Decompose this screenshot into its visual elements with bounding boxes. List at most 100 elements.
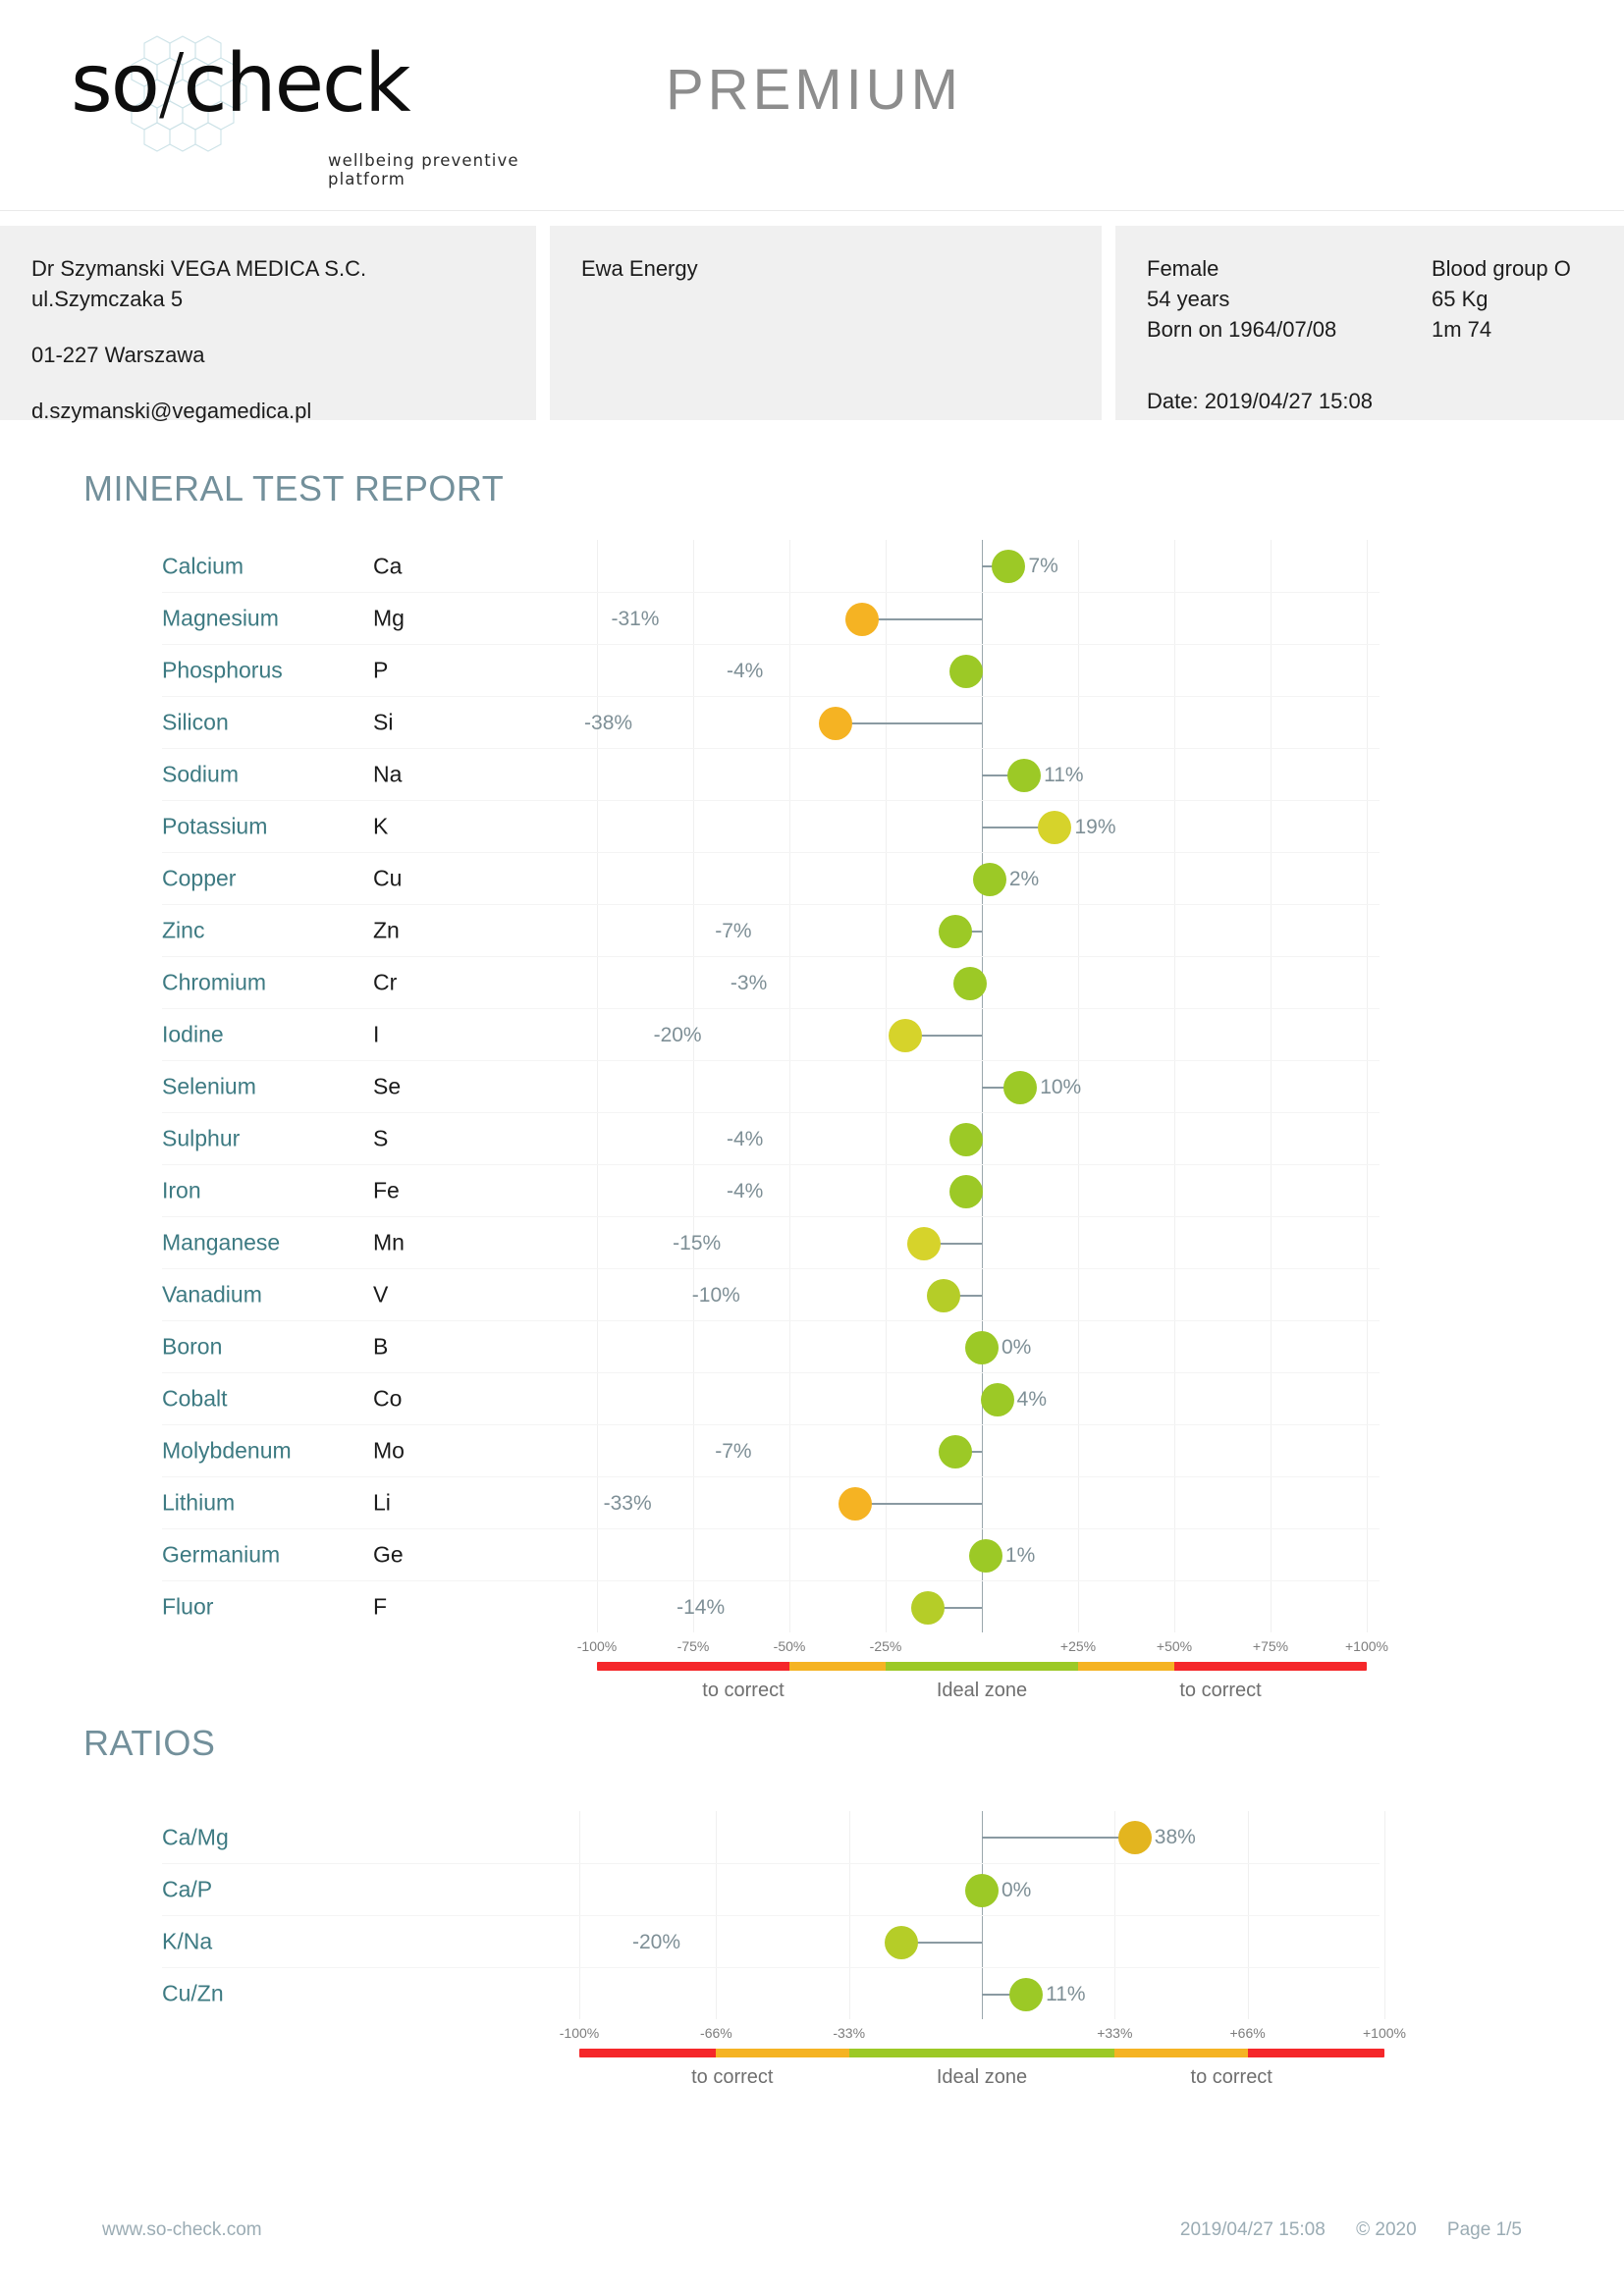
value-label: 38%	[1154, 1825, 1196, 1848]
patient-blood-group: Blood group O	[1432, 256, 1571, 281]
axis-tick-label: -33%	[833, 2025, 866, 2041]
value-stem	[943, 1294, 982, 1297]
chart-row: Silicon Si -38%	[162, 696, 1380, 748]
value-dot	[965, 1330, 999, 1364]
chart-row: Lithium Li -33%	[162, 1476, 1380, 1528]
ratios-section-title: RATIOS	[83, 1723, 216, 1763]
value-stem	[928, 1606, 982, 1609]
row-label: Molybdenum	[162, 1437, 292, 1464]
scale-segment	[848, 2049, 1115, 2057]
row-symbol: Cu	[373, 865, 403, 891]
axis-tick-label: +75%	[1252, 1638, 1289, 1654]
value-stem	[982, 1086, 1021, 1089]
row-label: Cobalt	[162, 1385, 228, 1412]
row-label: Zinc	[162, 917, 205, 943]
row-label: Iron	[162, 1177, 201, 1203]
patient-birthdate: Born on 1964/07/08	[1147, 317, 1337, 342]
zone-label: to correct	[1179, 1680, 1262, 1701]
value-dot	[953, 966, 988, 1000]
value-dot	[992, 549, 1026, 583]
row-symbol: Co	[373, 1385, 403, 1412]
value-label: -15%	[673, 1231, 722, 1255]
value-label: 10%	[1040, 1075, 1082, 1098]
value-label: 4%	[1016, 1387, 1048, 1411]
value-dot	[938, 1434, 972, 1468]
value-dot	[949, 1174, 984, 1208]
row-label: Magnesium	[162, 605, 279, 631]
axis-tick-label: -66%	[700, 2025, 732, 2041]
clinic-email: d.szymanski@vegamedica.pl	[31, 399, 312, 423]
footer-website[interactable]: www.so-check.com	[102, 2219, 262, 2240]
value-label: 0%	[1001, 1335, 1032, 1359]
value-label: 1%	[1004, 1543, 1036, 1567]
ratios-chart: Ca/Mg 38% Ca/P 0% K/Na -20% Cu/Zn 11% -100% -66% -…	[162, 1811, 1406, 2115]
value-stem	[862, 617, 982, 620]
scale-segment	[886, 1662, 1078, 1671]
chart-row: Zinc Zn -7%	[162, 904, 1380, 956]
row-label: Copper	[162, 865, 237, 891]
chart-row: Selenium Se 10%	[162, 1060, 1380, 1112]
row-symbol: Fe	[373, 1177, 400, 1203]
row-label: Calcium	[162, 553, 244, 578]
value-dot	[968, 1538, 1002, 1573]
value-label: 0%	[1001, 1878, 1032, 1901]
chart-row: Boron B 0%	[162, 1320, 1380, 1372]
chart-row: Chromium Cr -3%	[162, 956, 1380, 1008]
chart-row: Sodium Na 11%	[162, 748, 1380, 800]
gridline	[1367, 540, 1368, 1632]
mineral-section-title: MINERAL TEST REPORT	[83, 468, 505, 508]
row-label: Ca/Mg	[162, 1824, 229, 1849]
row-symbol: Se	[373, 1073, 402, 1099]
row-label: Selenium	[162, 1073, 256, 1099]
row-symbol: I	[373, 1021, 380, 1047]
chart-row: Fluor F -14%	[162, 1580, 1380, 1632]
axis-tick-label: -25%	[869, 1638, 902, 1654]
zone-label: Ideal zone	[936, 1680, 1028, 1701]
value-dot	[819, 706, 853, 740]
scale-segment	[1174, 1662, 1367, 1671]
gridline	[597, 540, 598, 1632]
gridline	[1384, 1811, 1385, 2019]
row-label: Silicon	[162, 709, 229, 735]
chart-row: Molybdenum Mo -7%	[162, 1424, 1380, 1476]
row-symbol: Li	[373, 1489, 391, 1516]
row-symbol: K	[373, 813, 389, 839]
value-label: 2%	[1008, 867, 1040, 890]
row-symbol: F	[373, 1593, 388, 1620]
info-bar: Dr Szymanski VEGA MEDICA S.C. ul.Szymcza…	[0, 226, 1624, 423]
value-stem	[982, 826, 1056, 828]
gridline	[1271, 540, 1272, 1632]
page-footer: www.so-check.com 2019/04/27 15:08 © 2020…	[0, 2219, 1624, 2249]
value-label: -7%	[715, 919, 752, 942]
footer-timestamp: 2019/04/27 15:08	[1179, 2219, 1326, 2240]
hexagon-pattern-icon	[131, 35, 247, 152]
header-divider	[0, 210, 1624, 211]
value-label: -33%	[603, 1491, 652, 1515]
value-stem	[854, 1502, 982, 1505]
logo-wordmark: so/check	[71, 37, 532, 131]
axis-tick-label: +100%	[1345, 1638, 1388, 1654]
value-label: -31%	[611, 607, 660, 630]
chart-row: Ca/P 0%	[162, 1863, 1380, 1915]
value-dot	[885, 1925, 918, 1959]
row-symbol: V	[373, 1281, 389, 1308]
patient-age: 54 years	[1147, 287, 1230, 311]
chart-row: Manganese Mn -15%	[162, 1216, 1380, 1268]
chart-row: Calcium Ca 7%	[162, 540, 1380, 592]
value-dot	[845, 602, 880, 636]
value-label: -7%	[715, 1439, 752, 1463]
clinic-street: ul.Szymczaka 5	[31, 287, 184, 311]
clinic-city: 01-227 Warszawa	[31, 343, 205, 367]
zone-label: to correct	[702, 1680, 785, 1701]
axis-tick-label: +25%	[1059, 1638, 1097, 1654]
row-symbol: Cr	[373, 969, 398, 995]
row-label: Cu/Zn	[162, 1980, 224, 2006]
row-label: Potassium	[162, 813, 268, 839]
row-symbol: Mo	[373, 1437, 405, 1464]
value-label: 11%	[1044, 763, 1084, 786]
chart-row: Ca/Mg 38%	[162, 1811, 1380, 1863]
row-symbol: Ge	[373, 1541, 404, 1568]
patient-weight: 65 Kg	[1432, 287, 1489, 311]
page-header: so/check wellbeing preventive platform P…	[0, 0, 1624, 211]
chart-row: Copper Cu 2%	[162, 852, 1380, 904]
